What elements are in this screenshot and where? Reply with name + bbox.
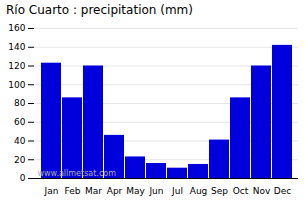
svg-text:May: May (126, 186, 145, 196)
svg-text:20: 20 (14, 155, 26, 165)
svg-text:Mar: Mar (85, 186, 102, 196)
svg-text:Dec: Dec (274, 186, 291, 196)
svg-text:100: 100 (8, 80, 25, 90)
svg-text:Jul: Jul (171, 186, 183, 196)
html-text:Río Cuarto : precipitation (mm: Río Cuarto : precipitation (mm) (6, 3, 193, 17)
svg-text:80: 80 (14, 98, 26, 108)
svg-text:Jun: Jun (148, 186, 163, 196)
svg-text:Sep: Sep (211, 186, 228, 196)
svg-text:140: 140 (8, 42, 25, 52)
svg-text:120: 120 (8, 61, 25, 71)
svg-text:Feb: Feb (65, 186, 81, 196)
svg-text:40: 40 (14, 136, 26, 146)
svg-text:Nov: Nov (253, 186, 271, 196)
svg-text:0: 0 (20, 173, 26, 183)
svg-text:160: 160 (8, 23, 25, 33)
svg-text:Jan: Jan (44, 186, 59, 196)
svg-text:www.allmetsat.com: www.allmetsat.com (38, 169, 117, 178)
svg-text:Aug: Aug (190, 186, 208, 196)
svg-text:Apr: Apr (107, 186, 123, 196)
svg-text:Oct: Oct (233, 186, 249, 196)
svg-text:60: 60 (14, 117, 26, 127)
